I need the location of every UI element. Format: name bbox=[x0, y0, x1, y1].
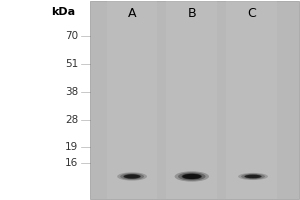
Ellipse shape bbox=[185, 174, 199, 179]
Ellipse shape bbox=[241, 174, 265, 179]
Ellipse shape bbox=[126, 175, 138, 178]
Text: B: B bbox=[188, 7, 196, 20]
Ellipse shape bbox=[123, 174, 141, 179]
Text: 28: 28 bbox=[65, 115, 78, 125]
Ellipse shape bbox=[175, 171, 209, 182]
Text: 38: 38 bbox=[65, 87, 78, 97]
Ellipse shape bbox=[117, 172, 147, 181]
Ellipse shape bbox=[245, 175, 261, 178]
Text: 16: 16 bbox=[65, 158, 78, 168]
Text: kDa: kDa bbox=[51, 7, 76, 17]
Ellipse shape bbox=[120, 173, 144, 180]
Text: A: A bbox=[128, 7, 136, 20]
Bar bbox=[107, 1, 158, 199]
Text: C: C bbox=[247, 7, 256, 20]
Bar bbox=[167, 1, 217, 199]
Ellipse shape bbox=[178, 172, 206, 181]
Ellipse shape bbox=[182, 174, 201, 179]
Ellipse shape bbox=[182, 173, 202, 180]
Text: 51: 51 bbox=[65, 59, 78, 69]
Bar bbox=[90, 1, 299, 199]
Ellipse shape bbox=[244, 174, 262, 179]
Text: 70: 70 bbox=[65, 31, 78, 41]
Text: 19: 19 bbox=[65, 142, 78, 152]
Ellipse shape bbox=[124, 174, 140, 179]
Ellipse shape bbox=[247, 175, 259, 178]
Bar bbox=[226, 1, 277, 199]
Ellipse shape bbox=[238, 173, 268, 180]
